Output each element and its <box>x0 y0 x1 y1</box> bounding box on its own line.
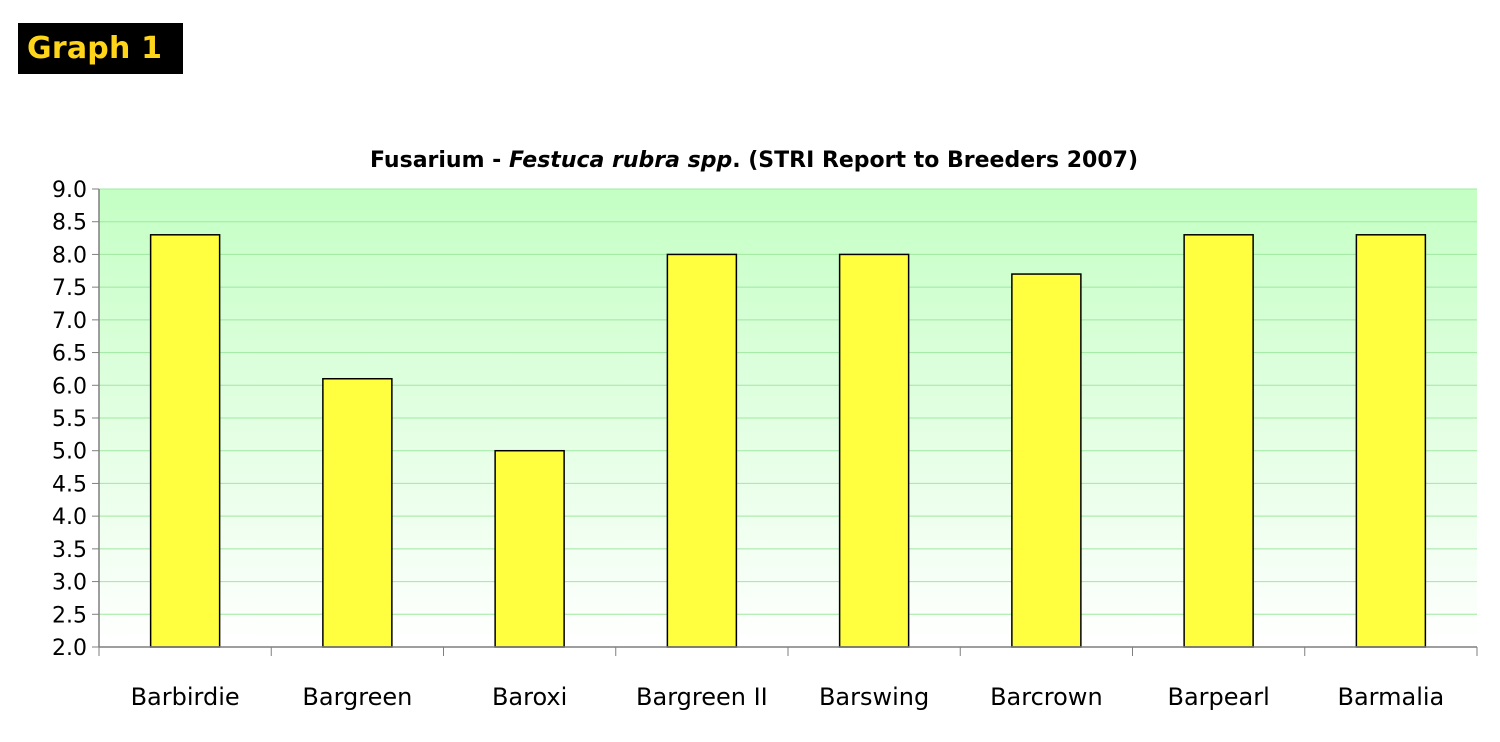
bar-barmalia <box>1355 234 1427 648</box>
y-tick-label: 4.5 <box>52 472 87 497</box>
chart-title-italic: Festuca rubra spp <box>509 148 732 173</box>
y-tick-label: 4.0 <box>52 505 87 530</box>
y-tick-label: 2.0 <box>52 636 87 661</box>
bar-barcrown <box>1011 273 1082 648</box>
x-tick-label: Barswing <box>819 683 929 711</box>
y-tick-label: 7.5 <box>52 276 87 301</box>
y-tick-label: 2.5 <box>52 603 87 628</box>
x-tick-label: Bargreen II <box>636 683 768 711</box>
bars <box>149 234 1427 648</box>
y-tick-label: 3.5 <box>52 538 87 563</box>
y-tick-label: 6.0 <box>52 374 87 399</box>
y-tick-label: 9.0 <box>52 178 87 203</box>
chart-title-tail: . (STRI Report to Breeders 2007) <box>732 148 1138 173</box>
x-tick-label: Baroxi <box>492 683 567 711</box>
y-tick-label: 6.5 <box>52 342 87 367</box>
bar-barswing <box>838 253 910 648</box>
y-tick-label: 5.5 <box>52 407 87 432</box>
bar-barbirdie <box>149 234 221 648</box>
x-tick-label: Barcrown <box>990 683 1103 711</box>
y-tick-label: 3.0 <box>52 571 87 596</box>
y-tick-label: 5.0 <box>52 440 87 465</box>
bar-baroxi <box>494 449 565 648</box>
graph-badge: Graph 1 <box>18 23 183 74</box>
y-tick-label: 8.0 <box>52 243 87 268</box>
x-axis-ticks: Barbirdie Bargreen Baroxi Bargreen II Barswi… <box>131 683 1445 711</box>
y-axis-ticks: 2.0 2.5 3.0 3.5 4.0 4.5 5.0 5.5 6.0 6.5 7.0 7.5 8.0 8… <box>52 178 87 661</box>
x-tick-label: Barbirdie <box>131 683 240 711</box>
graph-badge-label: Graph 1 <box>27 31 163 66</box>
x-tick-label: Barmalia <box>1338 683 1445 711</box>
chart-title: Fusarium - Festuca rubra spp. (STRI Repo… <box>370 148 1138 173</box>
axes <box>92 188 1478 656</box>
bar-barpearl <box>1183 234 1254 648</box>
y-tick-label: 7.0 <box>52 309 87 334</box>
bar-bargreen <box>322 377 393 648</box>
x-tick-label: Barpearl <box>1167 683 1269 711</box>
x-tick-label: Bargreen <box>302 683 412 711</box>
chart-title-lead: Fusarium - <box>370 148 509 173</box>
bar-bargreen-ii <box>666 253 738 648</box>
y-tick-label: 8.5 <box>52 211 87 236</box>
